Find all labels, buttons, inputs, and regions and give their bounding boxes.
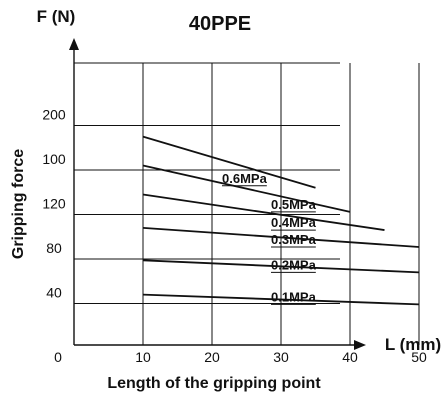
series-label: 0.1MPa [271, 289, 317, 304]
origin-label: 0 [54, 349, 62, 365]
series-label: 0.6MPa [222, 171, 268, 186]
x-tick-label: 50 [411, 349, 427, 365]
x-tick-labels: 10 20 30 40 50 [135, 349, 427, 365]
series-line-0-2mpa [142, 259, 420, 274]
x-tick-label: 10 [135, 349, 151, 365]
series-label: 0.5MPa [271, 197, 317, 212]
y-tick-label: 200 [42, 107, 66, 123]
x-axis-title: Length of the gripping point [107, 375, 321, 392]
y-tick-labels: 40 80 120 100 200 [42, 107, 66, 301]
series-line-0-6mpa [142, 135, 316, 189]
y-axis-unit: F (N) [37, 7, 76, 26]
series-lines [142, 135, 420, 306]
series-line-0-4mpa [142, 193, 385, 231]
y-tick-label: 120 [42, 196, 66, 212]
series-label: 0.2MPa [271, 257, 317, 272]
y-tick-label: 40 [46, 285, 62, 301]
x-axis-arrow-icon [354, 340, 366, 350]
series-label: 0.4MPa [271, 215, 317, 230]
y-axis-arrow-icon [69, 38, 79, 50]
series-line-0-5mpa [142, 164, 351, 213]
y-tick-label: 100 [42, 151, 66, 167]
x-axis-unit: L (mm) [385, 335, 441, 354]
series-label: 0.3MPa [271, 232, 317, 247]
y-axis-title: Gripping force [10, 149, 27, 259]
chart-title: 40PPE [189, 13, 251, 35]
x-tick-label: 40 [342, 349, 358, 365]
series-line-0-3mpa [142, 226, 420, 248]
axes [69, 38, 366, 350]
y-tick-label: 80 [46, 240, 62, 256]
series-line-0-1mpa [142, 293, 420, 306]
x-tick-label: 20 [204, 349, 220, 365]
grid [74, 62, 420, 345]
x-tick-label: 30 [273, 349, 289, 365]
